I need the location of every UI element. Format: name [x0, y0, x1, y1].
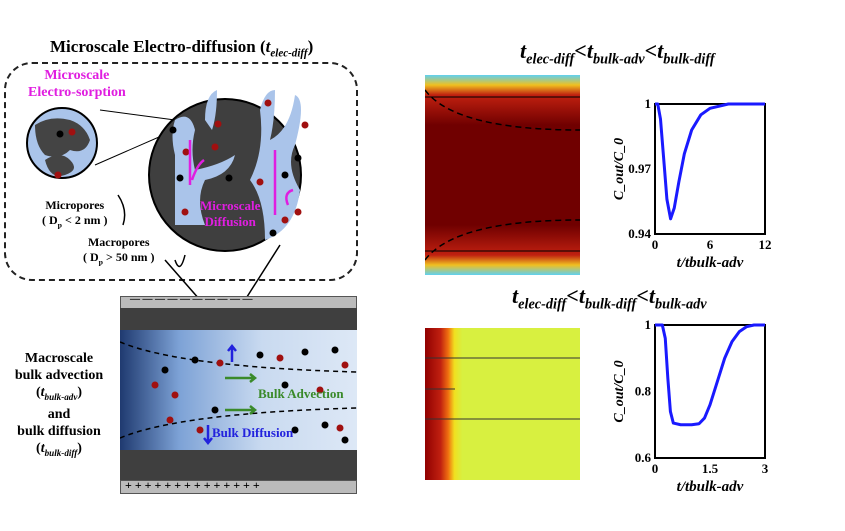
- x-tick-label: 6: [707, 237, 714, 252]
- x-axis-label: t/tbulk-adv: [677, 479, 744, 495]
- x-tick-label: 0: [652, 237, 659, 252]
- bottom-wall: [120, 450, 357, 480]
- pore-illustration: [26, 90, 309, 300]
- bulk-diffusion-label: Bulk Diffusion: [212, 425, 294, 440]
- micropores-label: Micropores( Dp < 2 nm ): [42, 198, 108, 230]
- y-tick-label: 0.97: [628, 161, 651, 176]
- channel-overlay: [120, 341, 357, 446]
- positive-charges: + + + + + + + + + + + + + +: [125, 478, 260, 492]
- y-tick-label: 0.6: [635, 450, 652, 465]
- case2-title: telec-diff<tbulk-diff<tbulk-adv: [512, 283, 707, 313]
- x-tick-label: 3: [762, 461, 769, 476]
- concentration-curve: [655, 323, 765, 427]
- y-axis-label: C_out/C_0: [612, 360, 627, 422]
- y-axis-label: C_out/C_0: [612, 138, 627, 200]
- y-tick-label: 1: [645, 317, 652, 332]
- x-tick-label: 0: [652, 461, 659, 476]
- plot-frame: [654, 324, 766, 459]
- top-wall: [120, 308, 357, 330]
- outlet-concentration-chart-case2: 0 1.5 3 0.6 0.8 1 t/tbulk-adv C_out/C_0: [612, 317, 769, 495]
- macropores-label: Macropores( Dp > 50 nm ): [83, 235, 155, 267]
- macroscale-label: Macroscale bulk advection (tbulk-adv) and…: [14, 351, 104, 458]
- concentration-curve: [655, 102, 765, 221]
- case1-title: telec-diff<tbulk-adv<tbulk-diff: [520, 38, 715, 68]
- y-tick-label: 0.94: [628, 226, 651, 241]
- x-axis-label: t/tbulk-adv: [677, 255, 744, 271]
- y-tick-label: 0.8: [635, 384, 652, 399]
- microscale-box: [4, 62, 358, 281]
- x-tick-label: 12: [759, 237, 772, 252]
- negative-charges: — — — — — — — — — —: [130, 294, 253, 305]
- heatmap-case2: [425, 328, 580, 480]
- x-tick-label: 1.5: [702, 461, 719, 476]
- bottom-electrode: [120, 480, 357, 494]
- microscale-diffusion-label: Microscale Diffusion: [200, 198, 261, 229]
- heatmap-case1: [425, 75, 580, 275]
- plot-frame: [654, 103, 766, 235]
- microscale-title: Microscale Electro-diffusion (telec-diff…: [50, 37, 314, 60]
- electrosorption-label: Microscale Electro-sorption: [28, 68, 126, 100]
- bulk-advection-label: Bulk Advection: [258, 386, 344, 401]
- y-tick-label: 1: [645, 96, 652, 111]
- macropore-channel: [172, 90, 235, 225]
- outlet-concentration-chart-case1: 0 6 12 0.94 0.97 1 t/tbulk-adv C_out/C_0: [612, 96, 772, 271]
